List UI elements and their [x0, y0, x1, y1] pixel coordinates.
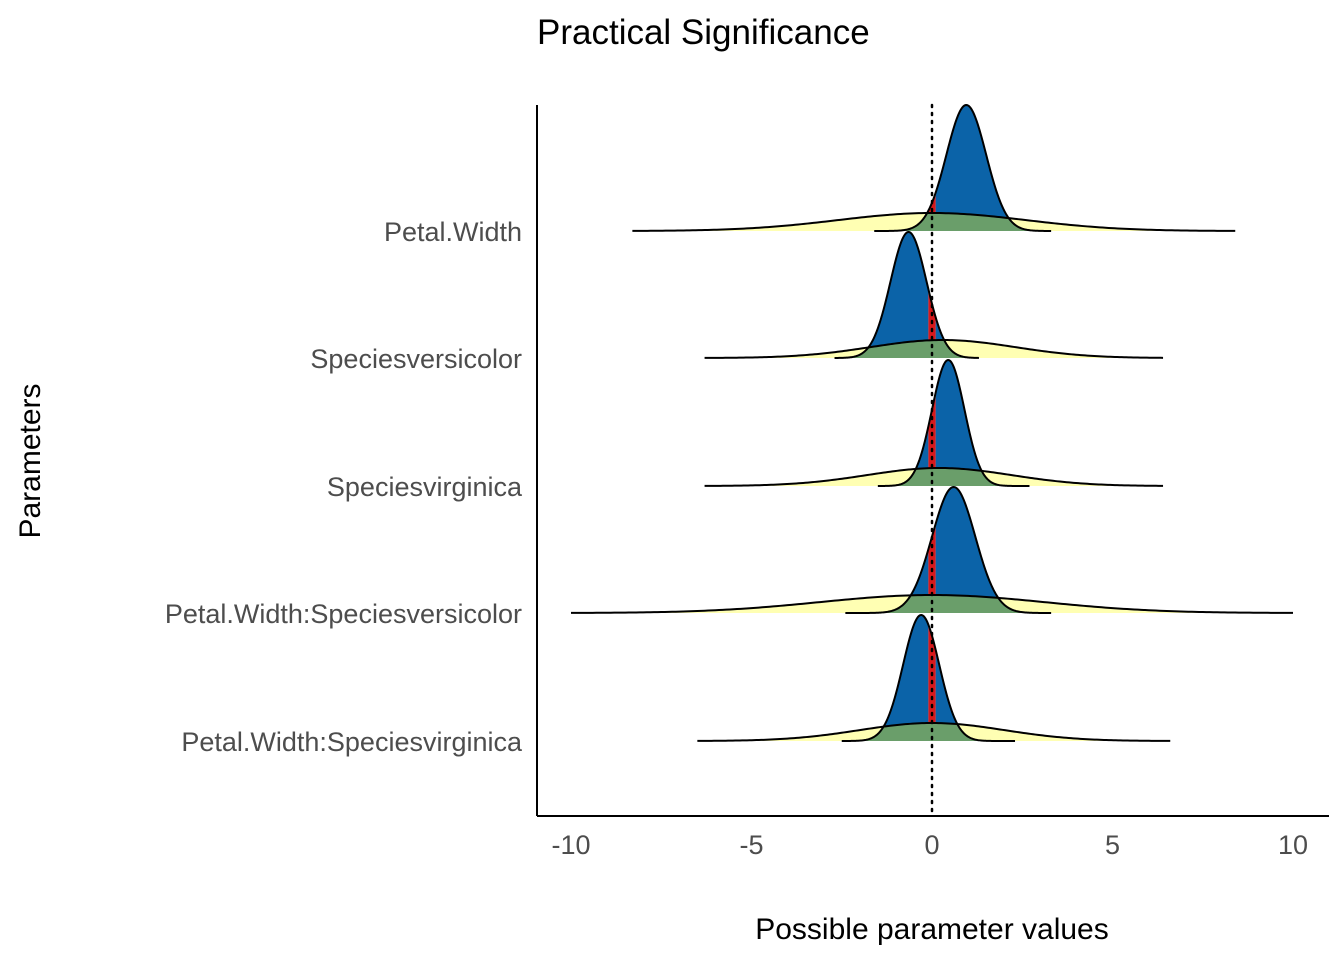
parameter-densities	[704, 231, 1164, 359]
posterior-outline	[877, 358, 1030, 487]
x-tick-label: -5	[739, 830, 763, 860]
parameter-label: Petal.Width	[384, 217, 522, 247]
posterior-outline	[874, 103, 1052, 232]
density-layer	[570, 103, 1294, 818]
parameter-densities	[697, 614, 1171, 742]
posterior-area-positive	[935, 105, 1052, 231]
overlap-area	[845, 595, 1052, 613]
overlap-area	[841, 723, 1016, 741]
parameter-label: Speciesversicolor	[310, 344, 522, 374]
posterior-rope-area	[928, 392, 936, 486]
posterior-outline	[841, 614, 1016, 742]
parameter-label: Petal.Width:Speciesvirginica	[181, 727, 523, 757]
parameter-label: Speciesvirginica	[327, 472, 523, 502]
y-axis-title: Parameters	[14, 383, 47, 538]
prior-outline	[632, 212, 1236, 232]
prior-outline	[704, 338, 1164, 359]
x-axis-title: Possible parameter values	[755, 913, 1109, 946]
overlap-area	[874, 213, 1052, 231]
y-axis-categories: Petal.Width Speciesversicolor Speciesvirgi…	[165, 217, 523, 757]
x-tick-label: 0	[924, 830, 939, 860]
posterior-outline	[834, 231, 979, 359]
x-tick-label: -10	[551, 830, 590, 860]
prior-outline	[704, 467, 1164, 487]
prior-outline	[697, 721, 1171, 742]
posterior-area-negative	[834, 232, 929, 358]
x-tick-label: 5	[1105, 830, 1120, 860]
x-tick-label: 10	[1278, 830, 1308, 860]
overlap-area	[834, 340, 979, 358]
x-axis-ticks: -10 -5 0 5 10	[551, 830, 1308, 860]
overlap-area	[877, 468, 1030, 486]
parameter-densities	[704, 358, 1164, 487]
posterior-area-positive	[935, 487, 1052, 613]
parameter-label: Petal.Width:Speciesversicolor	[165, 599, 522, 629]
posterior-area-negative	[841, 615, 929, 741]
posterior-outline	[845, 486, 1052, 614]
parameter-densities	[632, 103, 1236, 232]
posterior-area-positive	[935, 360, 1030, 486]
chart-title: Practical Significance	[537, 13, 870, 52]
